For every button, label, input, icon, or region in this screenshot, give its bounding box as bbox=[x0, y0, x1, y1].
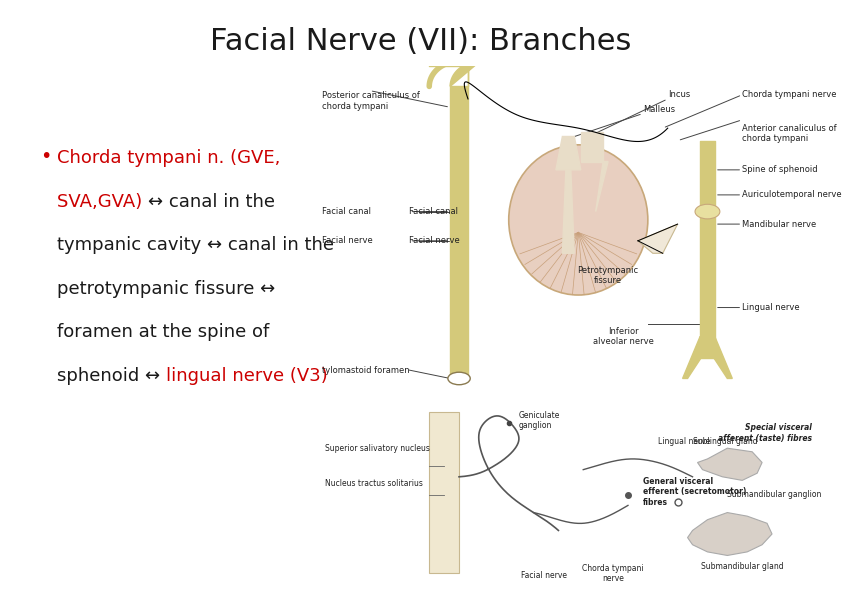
Text: Superior salivatory nucleus: Superior salivatory nucleus bbox=[325, 443, 429, 453]
Text: Auriculotemporal nerve: Auriculotemporal nerve bbox=[743, 190, 842, 200]
Text: Incus: Incus bbox=[668, 90, 690, 99]
Ellipse shape bbox=[425, 54, 443, 64]
Text: Anterior canaliculus of
chorda tympani: Anterior canaliculus of chorda tympani bbox=[743, 124, 837, 144]
Text: foramen at the spine of: foramen at the spine of bbox=[57, 323, 269, 341]
Ellipse shape bbox=[695, 204, 720, 219]
Text: Facial nerve: Facial nerve bbox=[322, 236, 373, 246]
Text: Facial canal: Facial canal bbox=[322, 207, 371, 216]
Text: Nucleus tractus solitarius: Nucleus tractus solitarius bbox=[325, 479, 423, 489]
Text: lingual nerve (V3): lingual nerve (V3) bbox=[166, 367, 328, 384]
Polygon shape bbox=[562, 170, 574, 253]
Text: Geniculate
ganglion: Geniculate ganglion bbox=[519, 411, 560, 430]
Text: Facial nerve: Facial nerve bbox=[520, 570, 567, 580]
Text: sphenoid ↔: sphenoid ↔ bbox=[57, 367, 166, 384]
Text: SVA,GVA): SVA,GVA) bbox=[57, 193, 148, 210]
Ellipse shape bbox=[509, 145, 647, 295]
Text: Inferior
alveolar nerve: Inferior alveolar nerve bbox=[593, 327, 653, 346]
Polygon shape bbox=[556, 136, 581, 170]
Text: Chorda tympani n. (GVE,: Chorda tympani n. (GVE, bbox=[57, 149, 280, 167]
Ellipse shape bbox=[448, 372, 470, 385]
Polygon shape bbox=[581, 132, 603, 162]
Polygon shape bbox=[700, 337, 733, 378]
Text: Facial canal: Facial canal bbox=[409, 207, 458, 216]
Text: Malleus: Malleus bbox=[643, 104, 675, 113]
Text: Petrotympanic
fissure: Petrotympanic fissure bbox=[578, 266, 638, 285]
Text: Mandibular nerve: Mandibular nerve bbox=[743, 219, 817, 229]
Text: Submandibular gland: Submandibular gland bbox=[701, 561, 784, 571]
Text: petrotympanic fissure ↔: petrotympanic fissure ↔ bbox=[57, 280, 275, 297]
Polygon shape bbox=[697, 448, 762, 480]
Text: Submandibular ganglion: Submandibular ganglion bbox=[727, 490, 822, 499]
Text: Lingual nerve: Lingual nerve bbox=[658, 436, 710, 446]
Polygon shape bbox=[683, 337, 715, 378]
Text: tylomastoid foramen: tylomastoid foramen bbox=[322, 365, 410, 375]
Text: Facial Nerve (VII): Branches: Facial Nerve (VII): Branches bbox=[210, 27, 632, 56]
Polygon shape bbox=[450, 61, 480, 86]
Text: Chorda tympani
nerve: Chorda tympani nerve bbox=[583, 564, 644, 583]
Text: Posterior canaliculus of
chorda tympani: Posterior canaliculus of chorda tympani bbox=[322, 91, 420, 111]
Text: Facial nerve: Facial nerve bbox=[409, 236, 460, 246]
Polygon shape bbox=[688, 513, 772, 555]
Text: Lingual nerve: Lingual nerve bbox=[743, 303, 800, 312]
Polygon shape bbox=[638, 224, 678, 253]
Text: tympanic cavity ↔ canal in the: tympanic cavity ↔ canal in the bbox=[57, 236, 334, 254]
Polygon shape bbox=[595, 162, 608, 212]
Text: •: • bbox=[40, 147, 52, 166]
Text: Chorda tympani nerve: Chorda tympani nerve bbox=[743, 90, 837, 100]
Text: General visceral
efferent (secretomotor)
fibres: General visceral efferent (secretomotor)… bbox=[643, 477, 746, 507]
Text: ↔ canal in the: ↔ canal in the bbox=[148, 193, 275, 210]
Text: Spine of sphenoid: Spine of sphenoid bbox=[743, 165, 818, 175]
Text: Sublingual gland: Sublingual gland bbox=[692, 436, 757, 446]
Text: Special visceral
afferent (taste) fibres: Special visceral afferent (taste) fibres bbox=[717, 423, 812, 443]
Polygon shape bbox=[429, 412, 459, 573]
